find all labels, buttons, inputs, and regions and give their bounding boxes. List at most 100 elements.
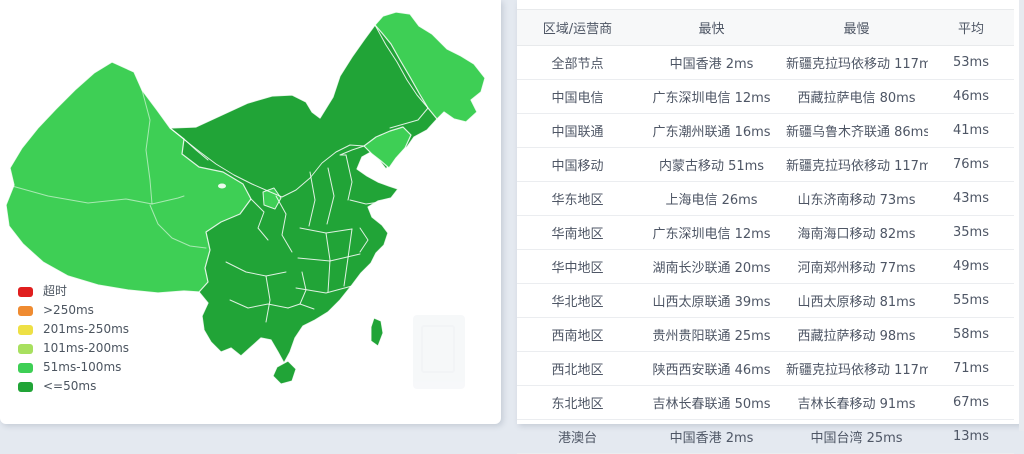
legend-item: 超时	[18, 282, 129, 301]
cell-average: 35ms	[928, 215, 1014, 250]
qinghai-lake	[218, 183, 226, 189]
cell-fastest: 上海电信 26ms	[638, 181, 785, 216]
result-table-card: 区域/运营商 最快 最慢 平均 全部节点 中国香港 2ms 新疆克拉玛依移动 117ms 5…	[517, 0, 1024, 454]
cell-average: 67ms	[928, 385, 1014, 420]
cell-region: 华南地区	[517, 215, 638, 250]
legend-item: 201ms-250ms	[18, 320, 129, 339]
cell-region: 中国联通	[517, 113, 638, 148]
cell-region: 华中地区	[517, 249, 638, 284]
legend-label: >250ms	[43, 303, 94, 317]
cell-slowest: 山西太原移动 81ms	[785, 283, 928, 318]
cell-fastest: 贵州贵阳联通 25ms	[638, 317, 785, 352]
column-header: 最慢	[785, 9, 928, 46]
table-row[interactable]: 东北地区 吉林长春联通 50ms 吉林长春移动 91ms 67ms	[517, 385, 1014, 420]
province-borders-west	[11, 89, 207, 249]
cell-slowest: 中国台湾 25ms	[785, 419, 928, 454]
column-header: 平均	[928, 9, 1014, 46]
cell-fastest: 广东深圳电信 12ms	[638, 79, 785, 114]
legend-item: 51ms-100ms	[18, 358, 129, 377]
cell-average: 43ms	[928, 181, 1014, 216]
province-heilongjiang-region[interactable]	[374, 11, 486, 123]
legend-color-swatch	[18, 286, 33, 297]
cell-slowest: 新疆克拉玛依移动 117ms	[785, 45, 928, 80]
cell-average: 71ms	[928, 351, 1014, 386]
china-map-card: 超时 >250ms 201ms-250ms 101ms-200ms 51ms-100ms…	[0, 0, 501, 424]
cell-region: 中国电信	[517, 79, 638, 114]
latency-legend: 超时 >250ms 201ms-250ms 101ms-200ms 51ms-100ms…	[18, 282, 129, 396]
cell-region: 华北地区	[517, 283, 638, 318]
cell-average: 41ms	[928, 113, 1014, 148]
legend-label: 51ms-100ms	[43, 360, 122, 374]
legend-item: 101ms-200ms	[18, 339, 129, 358]
cell-slowest: 新疆乌鲁木齐联通 86ms	[785, 113, 928, 148]
legend-label: 201ms-250ms	[43, 322, 130, 336]
legend-item: <=50ms	[18, 377, 129, 396]
cell-slowest: 河南郑州移动 77ms	[785, 249, 928, 284]
scrollbar-track[interactable]	[1019, 0, 1024, 431]
cell-fastest: 中国香港 2ms	[638, 419, 785, 454]
table-row[interactable]: 全部节点 中国香港 2ms 新疆克拉玛依移动 117ms 53ms	[517, 45, 1014, 80]
cell-region: 华东地区	[517, 181, 638, 216]
cell-average: 13ms	[928, 419, 1014, 454]
china-latency-map[interactable]	[0, 0, 501, 424]
latency-result-table: 区域/运营商 最快 最慢 平均 全部节点 中国香港 2ms 新疆克拉玛依移动 117ms 5…	[517, 9, 1014, 454]
cell-slowest: 新疆克拉玛依移动 117ms	[785, 147, 928, 182]
cell-fastest: 山西太原联通 39ms	[638, 283, 785, 318]
cell-average: 49ms	[928, 249, 1014, 284]
table-row[interactable]: 中国电信 广东深圳电信 12ms 西藏拉萨电信 80ms 46ms	[517, 79, 1014, 114]
cell-fastest: 中国香港 2ms	[638, 45, 785, 80]
province-liaoning-region[interactable]	[363, 126, 412, 169]
cell-slowest: 海南海口移动 82ms	[785, 215, 928, 250]
cell-fastest: 陕西西安联通 46ms	[638, 351, 785, 386]
cell-slowest: 山东济南移动 73ms	[785, 181, 928, 216]
cell-slowest: 吉林长春移动 91ms	[785, 385, 928, 420]
province-borders	[169, 24, 429, 323]
cell-average: 55ms	[928, 283, 1014, 318]
cell-average: 58ms	[928, 317, 1014, 352]
cell-region: 东北地区	[517, 385, 638, 420]
table-row[interactable]: 华北地区 山西太原联通 39ms 山西太原移动 81ms 55ms	[517, 283, 1014, 318]
legend-color-swatch	[18, 381, 33, 392]
cell-region: 中国移动	[517, 147, 638, 182]
province-hainan-region[interactable]	[272, 360, 297, 385]
table-row[interactable]: 西北地区 陕西西安联通 46ms 新疆克拉玛依移动 117ms 71ms	[517, 351, 1014, 386]
cell-region: 西北地区	[517, 351, 638, 386]
cell-average: 76ms	[928, 147, 1014, 182]
cell-fastest: 广东深圳电信 12ms	[638, 215, 785, 250]
cell-slowest: 新疆克拉玛依移动 117ms	[785, 351, 928, 386]
cell-fastest: 吉林长春联通 50ms	[638, 385, 785, 420]
table-body: 全部节点 中国香港 2ms 新疆克拉玛依移动 117ms 53ms 中国电信 广东深圳电信…	[517, 45, 1014, 454]
cell-average: 53ms	[928, 45, 1014, 80]
column-header: 最快	[638, 9, 785, 46]
table-row[interactable]: 港澳台 中国香港 2ms 中国台湾 25ms 13ms	[517, 419, 1014, 454]
cell-region: 全部节点	[517, 45, 638, 80]
cell-fastest: 湖南长沙联通 20ms	[638, 249, 785, 284]
table-row[interactable]: 中国移动 内蒙古移动 51ms 新疆克拉玛依移动 117ms 76ms	[517, 147, 1014, 182]
legend-label: 超时	[43, 284, 68, 298]
table-row[interactable]: 华南地区 广东深圳电信 12ms 海南海口移动 82ms 35ms	[517, 215, 1014, 250]
cell-slowest: 西藏拉萨移动 98ms	[785, 317, 928, 352]
legend-color-swatch	[18, 324, 33, 335]
province-ningxia-region[interactable]	[262, 187, 282, 210]
cell-average: 46ms	[928, 79, 1014, 114]
legend-color-swatch	[18, 343, 33, 354]
cell-slowest: 西藏拉萨电信 80ms	[785, 79, 928, 114]
map-watermark	[413, 315, 465, 389]
legend-color-swatch	[18, 305, 33, 316]
cell-fastest: 内蒙古移动 51ms	[638, 147, 785, 182]
table-row[interactable]: 中国联通 广东潮州联通 16ms 新疆乌鲁木齐联通 86ms 41ms	[517, 113, 1014, 148]
table-row[interactable]: 华东地区 上海电信 26ms 山东济南移动 73ms 43ms	[517, 181, 1014, 216]
province-taiwan-region[interactable]	[370, 317, 384, 347]
legend-label: <=50ms	[43, 379, 97, 393]
legend-item: >250ms	[18, 301, 129, 320]
table-header-row: 区域/运营商 最快 最慢 平均	[517, 9, 1014, 46]
table-row[interactable]: 西南地区 贵州贵阳联通 25ms 西藏拉萨移动 98ms 58ms	[517, 317, 1014, 352]
cell-region: 西南地区	[517, 317, 638, 352]
legend-label: 101ms-200ms	[43, 341, 130, 355]
province-west-region[interactable]	[5, 61, 252, 294]
table-row[interactable]: 华中地区 湖南长沙联通 20ms 河南郑州移动 77ms 49ms	[517, 249, 1014, 284]
cell-fastest: 广东潮州联通 16ms	[638, 113, 785, 148]
cell-region: 港澳台	[517, 419, 638, 454]
legend-color-swatch	[18, 362, 33, 373]
